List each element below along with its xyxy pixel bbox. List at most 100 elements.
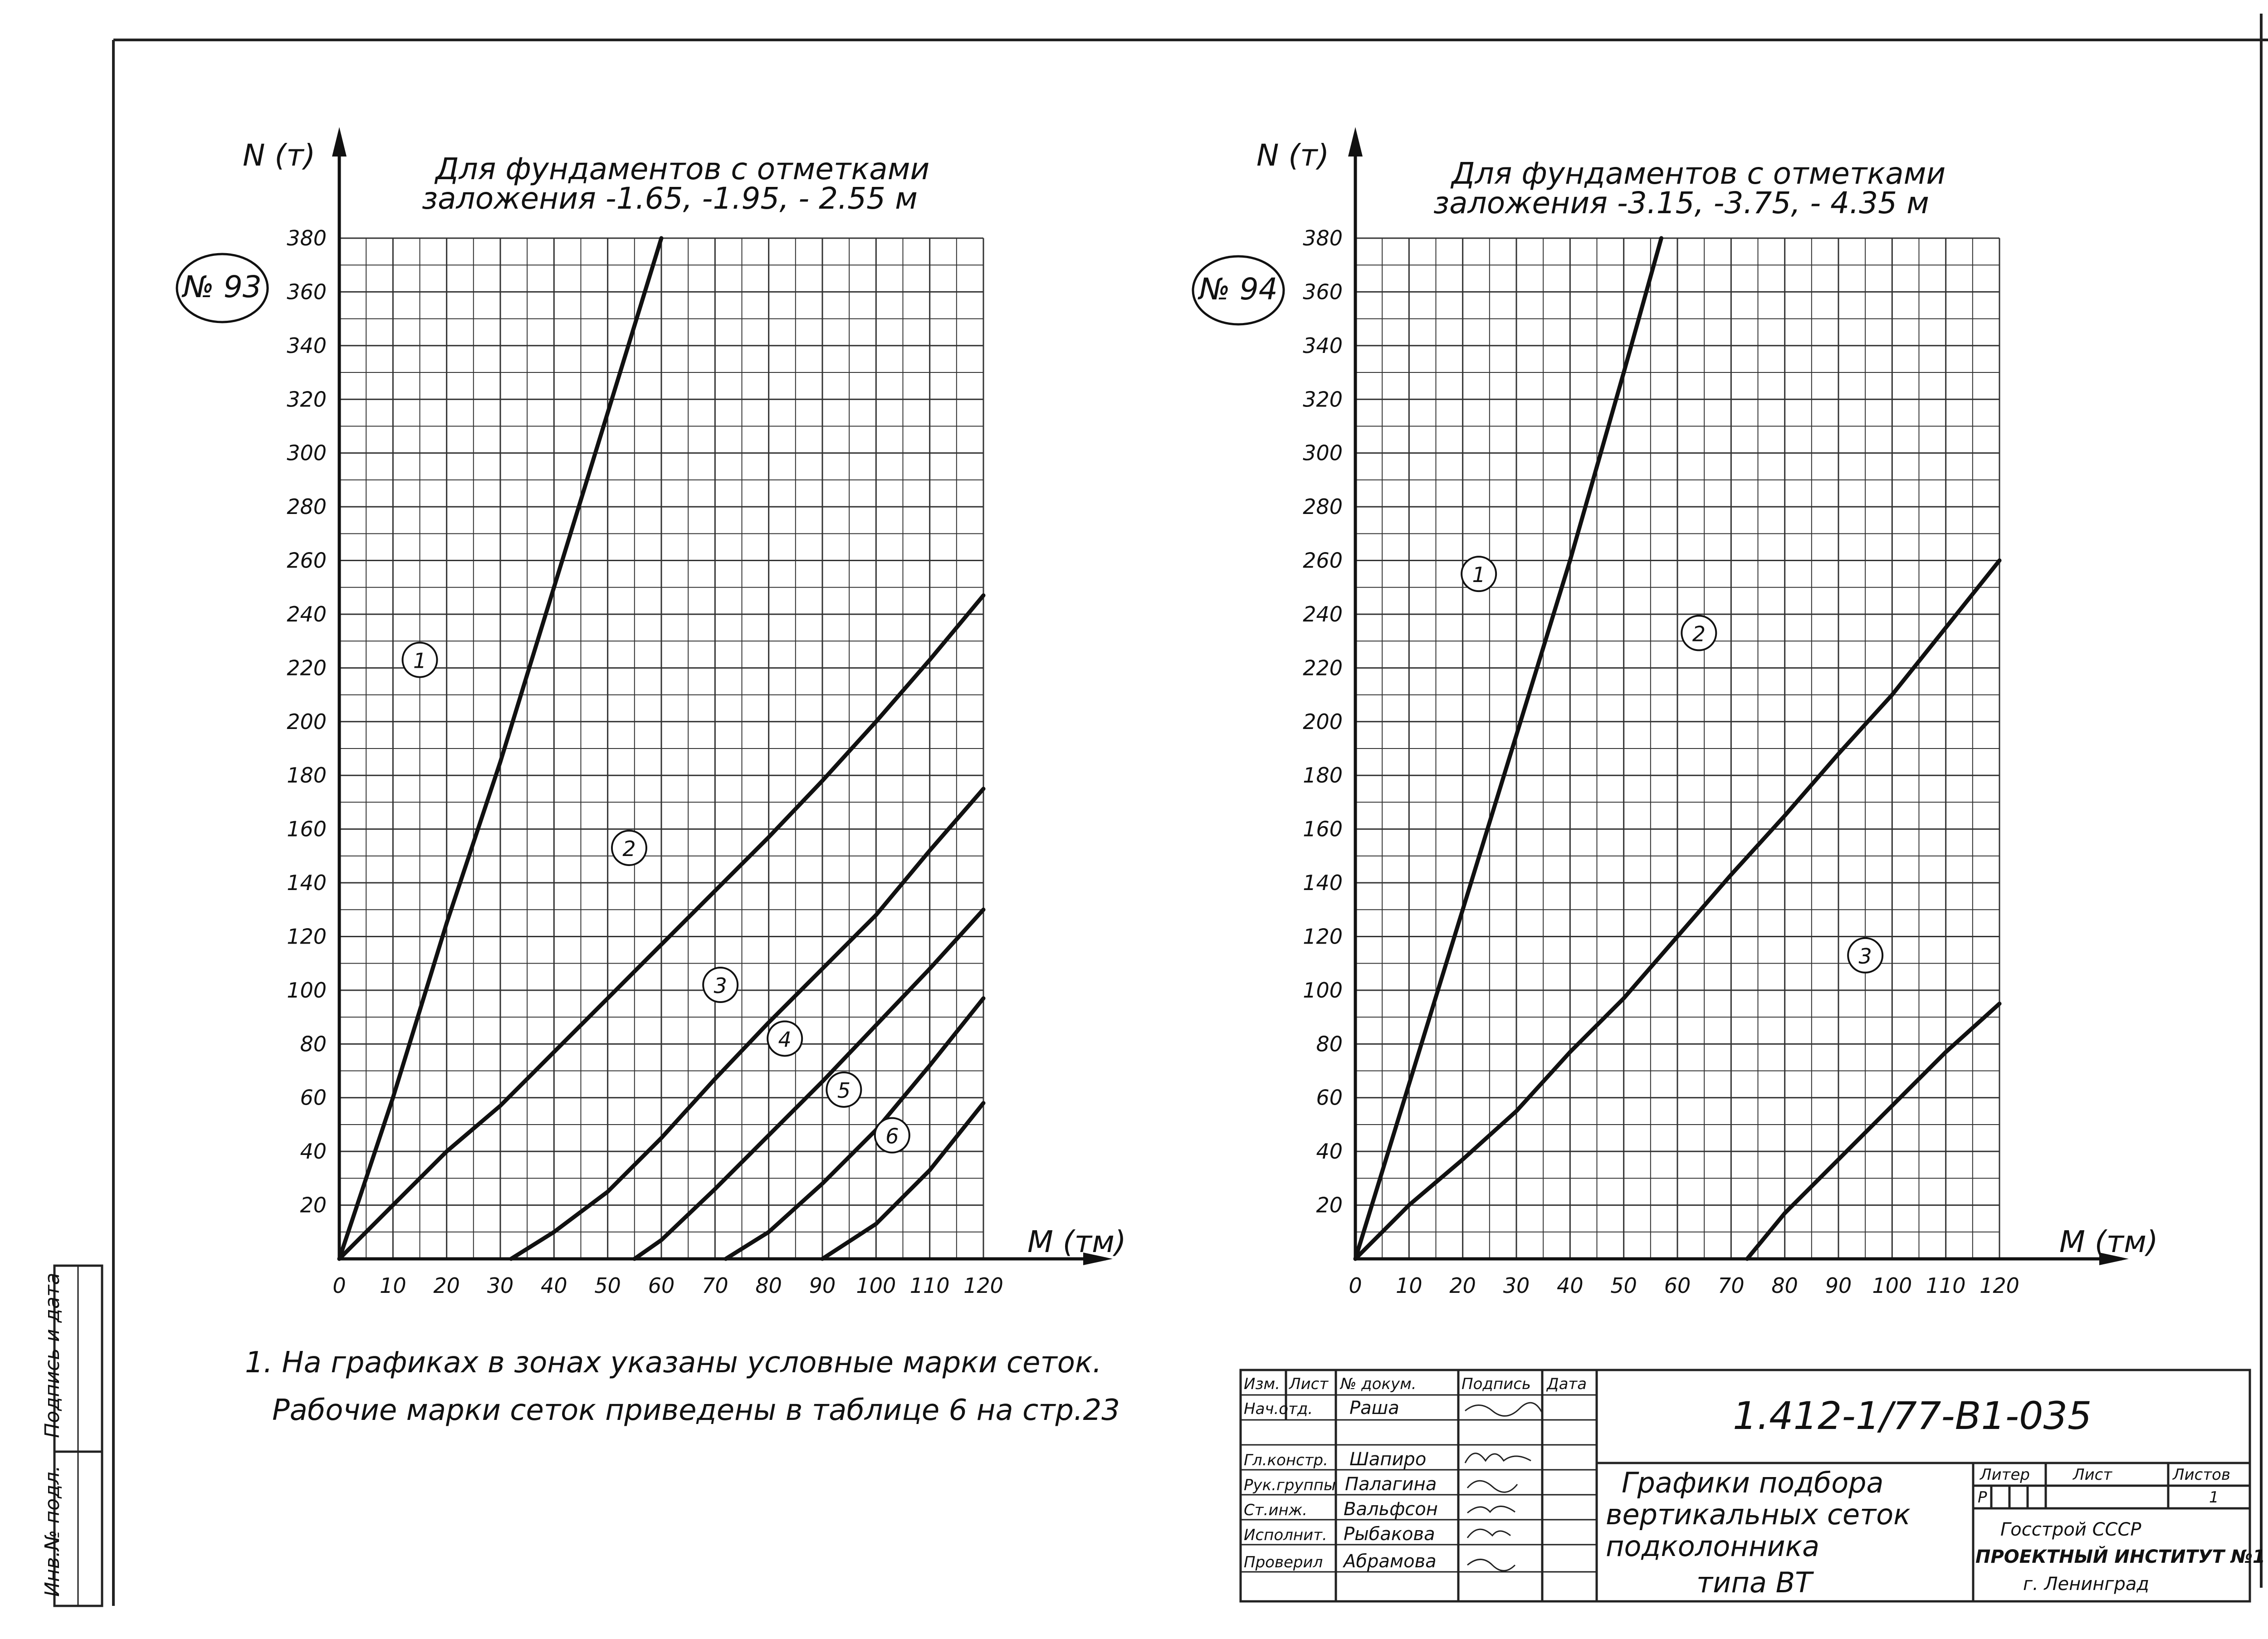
y-axis-label: N (т) — [243, 138, 315, 173]
y-tick-label: 160 — [287, 817, 327, 842]
x-tick-label: 10 — [380, 1273, 406, 1298]
x-axis-arrow — [2099, 1252, 2129, 1265]
x-tick-label: 80 — [755, 1273, 782, 1298]
y-tick-label: 180 — [287, 763, 327, 788]
series-label-circle — [767, 1020, 803, 1057]
series-label-1: 1 — [413, 649, 426, 673]
tb-header-change: Изм. — [1244, 1375, 1280, 1393]
y-tick-label: 260 — [287, 548, 327, 573]
tb-header-date: Дата — [1546, 1375, 1587, 1393]
tb-stage-header: Литер — [1979, 1466, 2030, 1484]
chart-subtitle: заложения -3.15, -3.75, - 4.35 м — [1433, 186, 1929, 220]
x-tick-label: 0 — [1349, 1273, 1362, 1298]
chart-badge-text: № 94 — [1198, 272, 1278, 307]
tb-person: Шапиро — [1349, 1449, 1426, 1470]
tb-person: Абрамова — [1342, 1551, 1437, 1572]
notes: 1. На графиках в зонах указаны условные … — [245, 1346, 1120, 1427]
note-line-1: 1. На графиках в зонах указаны условные … — [245, 1346, 1102, 1380]
tb-role: Проверил — [1244, 1553, 1323, 1571]
series-label-6: 6 — [885, 1124, 899, 1149]
tb-role: Исполнит. — [1244, 1526, 1327, 1544]
tb-header-signature: Подпись — [1461, 1375, 1531, 1393]
x-tick-label: 80 — [1771, 1273, 1798, 1298]
series-label-3: 3 — [1859, 944, 1872, 969]
tb-sheets-header: Листов — [2172, 1466, 2230, 1484]
x-axis-label: M (тм) — [1027, 1224, 1126, 1259]
y-tick-label: 120 — [287, 924, 327, 949]
chart-grid — [338, 237, 984, 1259]
tb-person: Раша — [1349, 1398, 1399, 1419]
y-tick-label: 280 — [1303, 494, 1343, 519]
tb-stage-value: Р — [1978, 1488, 1987, 1507]
chart-title: Для фундаментов с отметками — [1450, 156, 1945, 191]
y-axis-arrow — [332, 127, 347, 157]
y-tick-label: 320 — [287, 387, 327, 411]
y-tick-label: 80 — [300, 1032, 327, 1056]
tb-title-line-4: типа ВТ — [1696, 1566, 1814, 1599]
y-tick-label: 200 — [1303, 709, 1343, 734]
y-tick-label: 280 — [287, 494, 327, 519]
y-tick-label: 220 — [287, 656, 327, 680]
y-tick-label: 300 — [1303, 441, 1343, 465]
y-tick-label: 180 — [1303, 763, 1343, 788]
y-tick-label: 20 — [300, 1193, 327, 1218]
y-tick-label: 240 — [1303, 602, 1343, 626]
y-tick-label: 380 — [1303, 226, 1343, 250]
series-label-2: 2 — [1692, 621, 1706, 646]
x-tick-label: 100 — [856, 1273, 896, 1298]
side-stamp-signature-label: Подпись и дата — [41, 1273, 64, 1438]
series-label-2: 2 — [622, 837, 635, 861]
tb-role: Нач.отд. — [1244, 1400, 1313, 1418]
x-tick-label: 120 — [963, 1273, 1003, 1298]
chart-subtitle: заложения -1.65, -1.95, - 2.55 м — [422, 181, 918, 216]
series-label-3: 3 — [714, 974, 727, 998]
x-tick-label: 40 — [1557, 1273, 1584, 1298]
y-tick-label: 340 — [287, 333, 327, 358]
series-line-1 — [1353, 236, 1663, 1261]
y-tick-label: 260 — [1303, 548, 1343, 573]
y-tick-label: 140 — [1303, 871, 1343, 895]
tb-person: Рыбакова — [1344, 1524, 1435, 1545]
x-tick-label: 20 — [1449, 1273, 1476, 1298]
chart-94: Для фундаментов с отметками заложения -3… — [1192, 127, 2158, 1298]
tb-header-sheet: Лист — [1288, 1375, 1329, 1393]
y-tick-label: 100 — [287, 978, 327, 1003]
y-tick-label: 60 — [1316, 1086, 1343, 1110]
x-axis-label: M (тм) — [2059, 1224, 2158, 1259]
tb-role: Рук.группы — [1244, 1476, 1336, 1494]
y-tick-label: 140 — [287, 871, 327, 895]
x-tick-label: 30 — [1503, 1273, 1530, 1298]
tb-title-line-1: Графики подбора — [1622, 1466, 1884, 1499]
series-label-1: 1 — [1472, 563, 1486, 587]
tb-person: Вальфсон — [1344, 1499, 1438, 1520]
series-label-circle — [611, 830, 647, 866]
y-tick-label: 100 — [1303, 978, 1343, 1003]
x-tick-label: 50 — [594, 1273, 621, 1298]
x-tick-label: 70 — [702, 1273, 728, 1298]
y-axis-label: N (т) — [1256, 138, 1329, 173]
y-axis-arrow — [1348, 127, 1363, 157]
series-label-circle — [702, 967, 739, 1003]
tb-header-docnum: № докум. — [1339, 1375, 1417, 1393]
series-line-4 — [632, 907, 986, 1261]
x-tick-label: 70 — [1718, 1273, 1745, 1298]
tb-sheet-header: Лист — [2072, 1466, 2112, 1484]
tb-org-line-1: Госстрой СССР — [2000, 1519, 2141, 1540]
y-tick-label: 300 — [287, 441, 327, 465]
series-label-circle — [1461, 556, 1497, 592]
tb-title-line-3: подколонника — [1606, 1530, 1819, 1563]
series-line-1 — [337, 236, 664, 1261]
y-tick-label: 200 — [287, 709, 327, 734]
sheet-number: 1.412-1/77-B1-035 — [1733, 1394, 2092, 1438]
x-tick-label: 100 — [1872, 1273, 1912, 1298]
x-tick-label: 40 — [541, 1273, 567, 1298]
x-tick-label: 90 — [809, 1273, 836, 1298]
x-axis-arrow — [1083, 1252, 1113, 1265]
y-tick-label: 220 — [1303, 656, 1343, 680]
y-tick-label: 380 — [287, 226, 327, 250]
side-stamp: Подпись и дата Инв.№ подл. — [41, 1264, 103, 1607]
series-line-3 — [1745, 1002, 2002, 1261]
series-line-6 — [820, 1101, 986, 1261]
x-tick-label: 60 — [648, 1273, 675, 1298]
